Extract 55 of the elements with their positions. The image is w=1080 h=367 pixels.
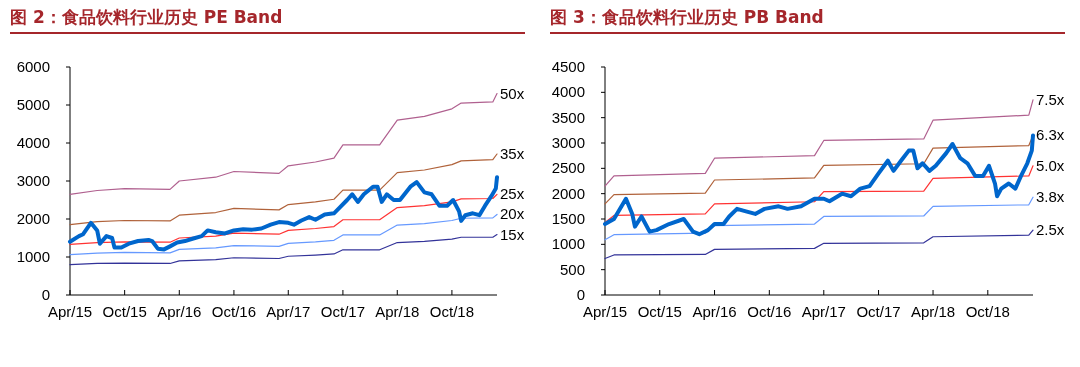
y-tick-label: 1000 (551, 235, 585, 253)
y-tick-label: 2500 (551, 159, 585, 177)
y-tick-label: 4000 (16, 134, 50, 151)
y-tick-label: 1000 (16, 248, 50, 265)
x-tick-label: Oct/18 (965, 303, 1010, 320)
x-tick-label: Oct/18 (429, 303, 474, 320)
series-label: 2.5x (1036, 221, 1065, 239)
y-tick-label: 3000 (16, 172, 50, 189)
y-tick-label: 0 (576, 286, 585, 303)
line-series (69, 93, 498, 195)
x-tick-label: Oct/17 (320, 303, 366, 320)
line-series (604, 196, 1034, 241)
y-tick-label: 2000 (16, 210, 50, 227)
y-tick-label: 6000 (16, 58, 50, 75)
x-tick-label: Apr/16 (157, 303, 202, 320)
line-series (69, 213, 498, 256)
series-label: 5.0x (1036, 156, 1065, 174)
line-series (69, 233, 498, 266)
series-label: 20x (500, 205, 525, 223)
series-label: 50x (500, 84, 525, 102)
x-tick-label: Oct/17 (856, 303, 901, 320)
x-tick-label: Apr/17 (266, 303, 311, 320)
x-tick-label: Oct/16 (747, 303, 792, 320)
x-tick-label: Apr/18 (375, 303, 420, 320)
line-series (604, 229, 1034, 260)
line-series (603, 133, 1035, 237)
series-label: 15x (500, 225, 525, 243)
x-tick-label: Apr/15 (582, 303, 628, 320)
x-tick-label: Apr/18 (910, 303, 956, 320)
chart-title: 图 3：食品饮料行业历史 PB Band (550, 6, 1065, 34)
line-series (69, 153, 498, 226)
x-tick-label: Apr/16 (692, 303, 737, 320)
x-tick-label: Oct/16 (211, 303, 257, 320)
series-label: 35x (500, 145, 525, 163)
line-series (604, 99, 1034, 187)
y-tick-label: 500 (559, 260, 585, 278)
y-tick-label: 5000 (16, 96, 50, 113)
x-tick-label: Oct/15 (102, 303, 147, 320)
line-series (68, 175, 499, 252)
y-tick-label: 1500 (551, 210, 585, 227)
y-tick-label: 3500 (551, 108, 585, 126)
y-tick-label: 2000 (551, 184, 585, 202)
y-tick-label: 4000 (551, 83, 585, 101)
y-tick-label: 0 (41, 286, 50, 303)
series-label: 6.3x (1036, 126, 1065, 144)
chart-title: 图 2：食品饮料行业历史 PE Band (10, 6, 525, 34)
line-series (69, 193, 498, 246)
series-label: 25x (500, 185, 525, 203)
x-tick-label: Oct/15 (637, 303, 682, 320)
series-label: 7.5x (1036, 90, 1065, 108)
series-label: 3.8x (1036, 188, 1065, 206)
y-tick-label: 4500 (551, 58, 585, 75)
x-tick-label: Apr/17 (801, 303, 846, 320)
y-tick-label: 3000 (551, 134, 585, 151)
x-tick-label: Apr/15 (47, 303, 93, 320)
